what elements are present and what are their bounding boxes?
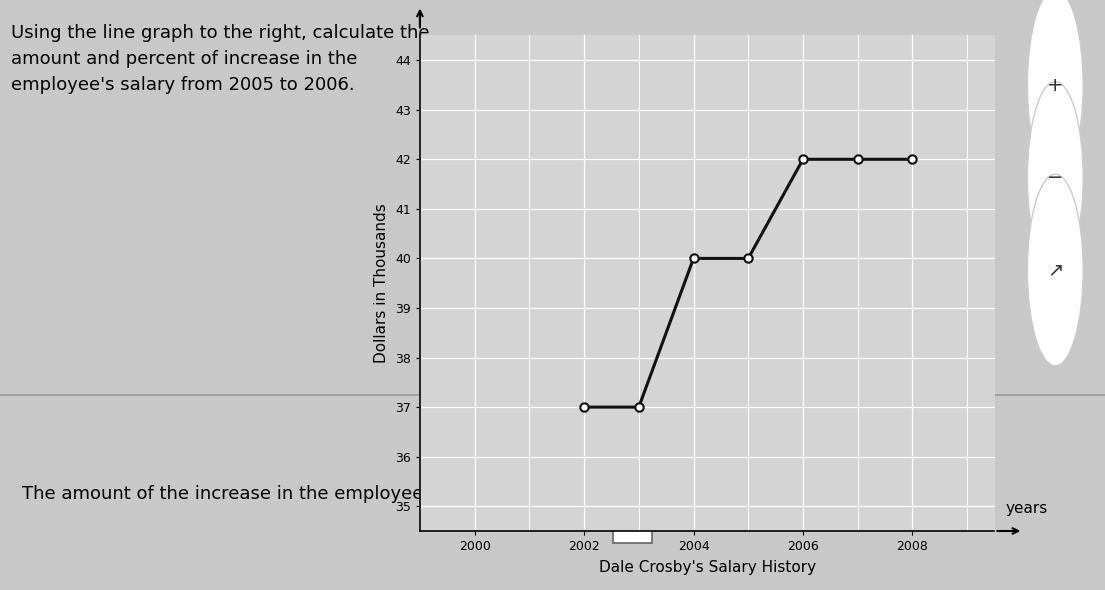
Text: •••: ••• [631,432,651,442]
Circle shape [1028,174,1083,366]
Y-axis label: Dollars in Thousands: Dollars in Thousands [375,204,389,363]
Text: +: + [1048,76,1063,95]
Circle shape [1028,0,1083,181]
Text: ↗: ↗ [1048,260,1063,280]
Bar [613,454,652,543]
Text: −: − [1048,168,1063,187]
Text: .: . [655,486,661,503]
X-axis label: Dale Crosby's Salary History: Dale Crosby's Salary History [599,560,815,575]
Circle shape [1028,82,1083,273]
Text: years: years [1006,501,1049,516]
Text: Using the line graph to the right, calculate the
amount and percent of increase : Using the line graph to the right, calcu… [11,24,430,94]
Text: The amount of the increase in the employee's salary is $: The amount of the increase in the employ… [22,486,536,503]
